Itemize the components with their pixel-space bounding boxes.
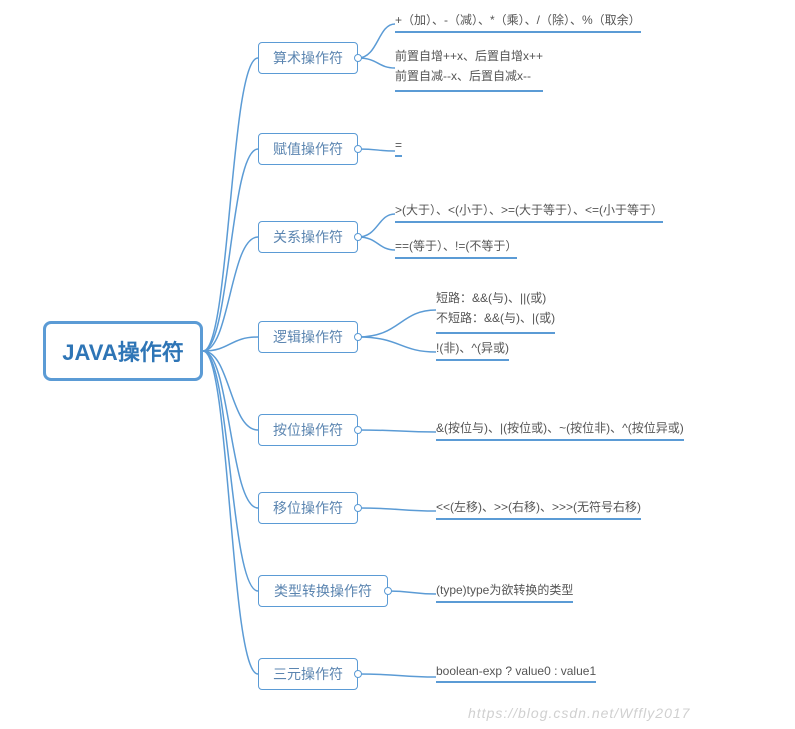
leaf-rel-4: ==(等于）、!=(不等于） [395, 237, 517, 259]
leaf-arith-1: 前置自增++x、后置自增x++前置自减--x、后置自减x-- [395, 46, 543, 92]
connector-dot [354, 233, 362, 241]
connector-dot [354, 426, 362, 434]
topic-node-logic: 逻辑操作符 [258, 321, 358, 353]
leaf-bit-7: &(按位与)、|(按位或)、~(按位非)、^(按位异或) [436, 419, 684, 441]
topic-node-tern: 三元操作符 [258, 658, 358, 690]
leaf-logic-6: !(非)、^(异或) [436, 339, 509, 361]
connector-dot [354, 333, 362, 341]
connector-dot [354, 145, 362, 153]
leaf-assign-2: = [395, 138, 402, 157]
watermark: https://blog.csdn.net/Wffly2017 [468, 705, 690, 721]
topic-node-assign: 赋值操作符 [258, 133, 358, 165]
leaf-cast-9: (type)type为欲转换的类型 [436, 581, 573, 603]
connector-dot [384, 587, 392, 595]
leaf-arith-0: +（加）、-（减）、*（乘）、/（除）、%（取余） [395, 11, 641, 33]
topic-node-arith: 算术操作符 [258, 42, 358, 74]
leaf-tern-10: boolean-exp ? value0 : value1 [436, 664, 596, 683]
topic-node-bit: 按位操作符 [258, 414, 358, 446]
leaf-logic-5: 短路：&&(与)、||(或)不短路：&&(与)、|(或) [436, 288, 555, 334]
topic-node-cast: 类型转换操作符 [258, 575, 388, 607]
connector-dot [354, 504, 362, 512]
topic-node-shift: 移位操作符 [258, 492, 358, 524]
connector-dot [354, 54, 362, 62]
connector-dot [354, 670, 362, 678]
root-node: JAVA操作符 [43, 321, 203, 381]
leaf-shift-8: <<(左移)、>>(右移)、>>>(无符号右移) [436, 498, 641, 520]
leaf-rel-3: >(大于）、<(小于）、>=(大于等于）、<=(小于等于） [395, 201, 663, 223]
topic-node-rel: 关系操作符 [258, 221, 358, 253]
